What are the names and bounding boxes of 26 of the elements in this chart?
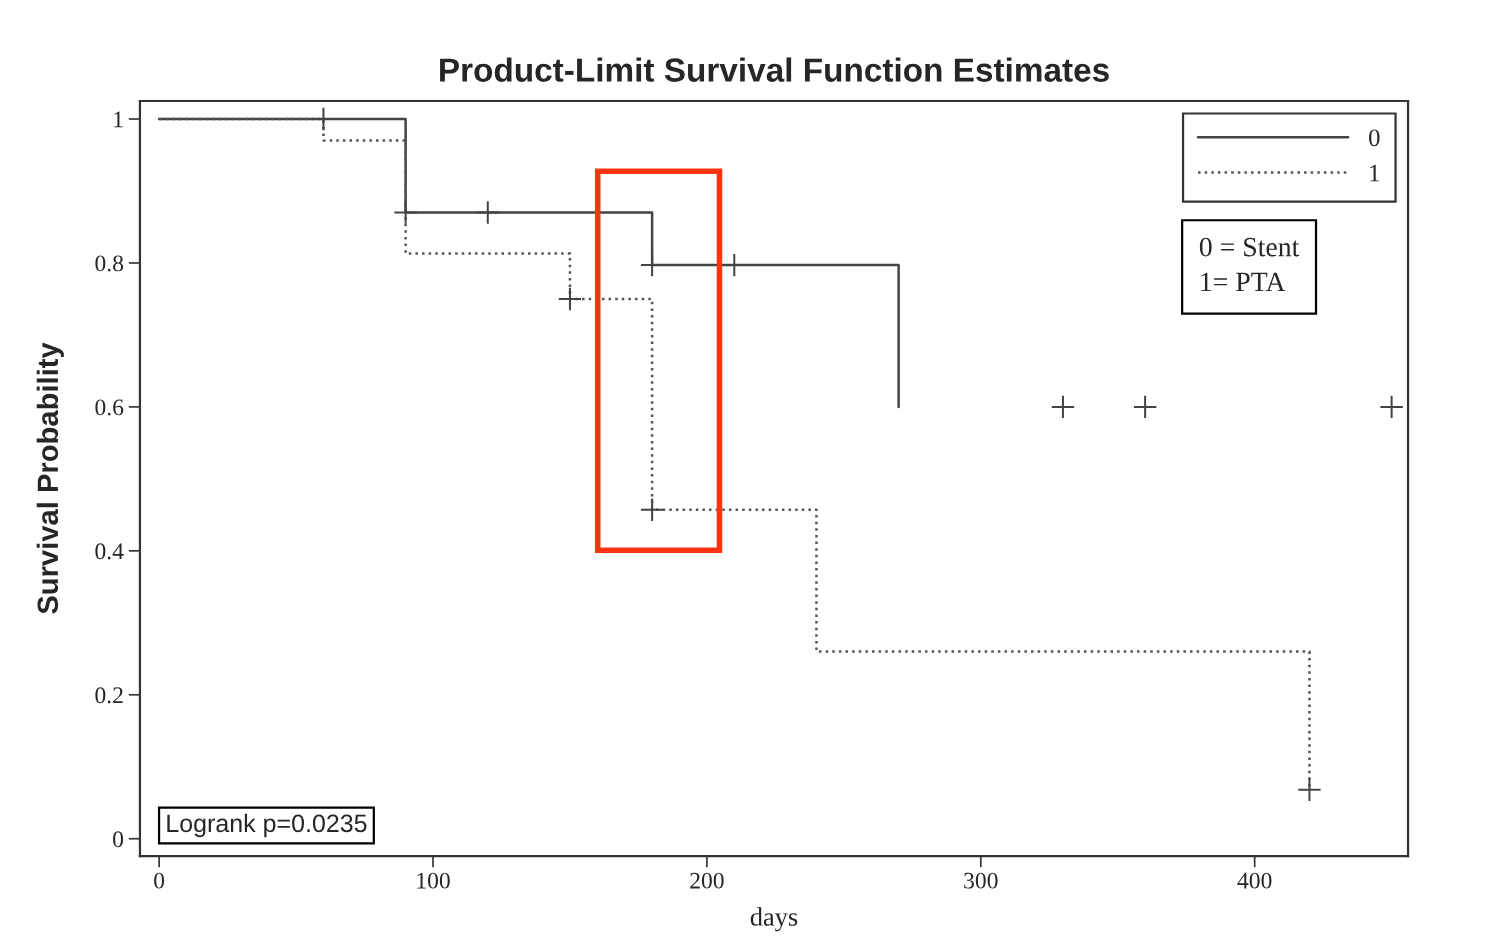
text: 1 [1370, 164, 1380, 182]
annotation: Logrank p=0.0235 [167, 813, 367, 838]
y-tick-label: 0.8 [95, 255, 124, 272]
point [476, 201, 499, 224]
point [1298, 778, 1321, 801]
y-tick-label: 0.2 [95, 687, 123, 704]
point [1133, 395, 1157, 419]
y-axis-title: Survival Probability [36, 342, 64, 614]
x-tick-label: 200 [690, 872, 724, 889]
point [558, 287, 582, 311]
text: 0 [1369, 129, 1380, 147]
point [1051, 395, 1075, 419]
y-tick-label: 0 [113, 831, 124, 848]
x-tick-label: 300 [964, 872, 998, 889]
annotation: 0 = Stent 1= PTA [1199, 237, 1300, 292]
y-tick-label: 0.6 [95, 399, 124, 416]
x-tick-label: 400 [1237, 872, 1272, 889]
y-tick-label: 0.4 [95, 543, 124, 560]
chart-title: Product-Limit Survival Function Estimates [440, 57, 1109, 82]
point [1380, 395, 1403, 419]
y-tick-label: 1 [114, 111, 123, 128]
point [394, 201, 417, 224]
x-tick-label: 0 [154, 872, 165, 889]
x-tick-label: 100 [417, 872, 450, 889]
x-axis-title: days [750, 907, 798, 932]
point [640, 498, 664, 522]
